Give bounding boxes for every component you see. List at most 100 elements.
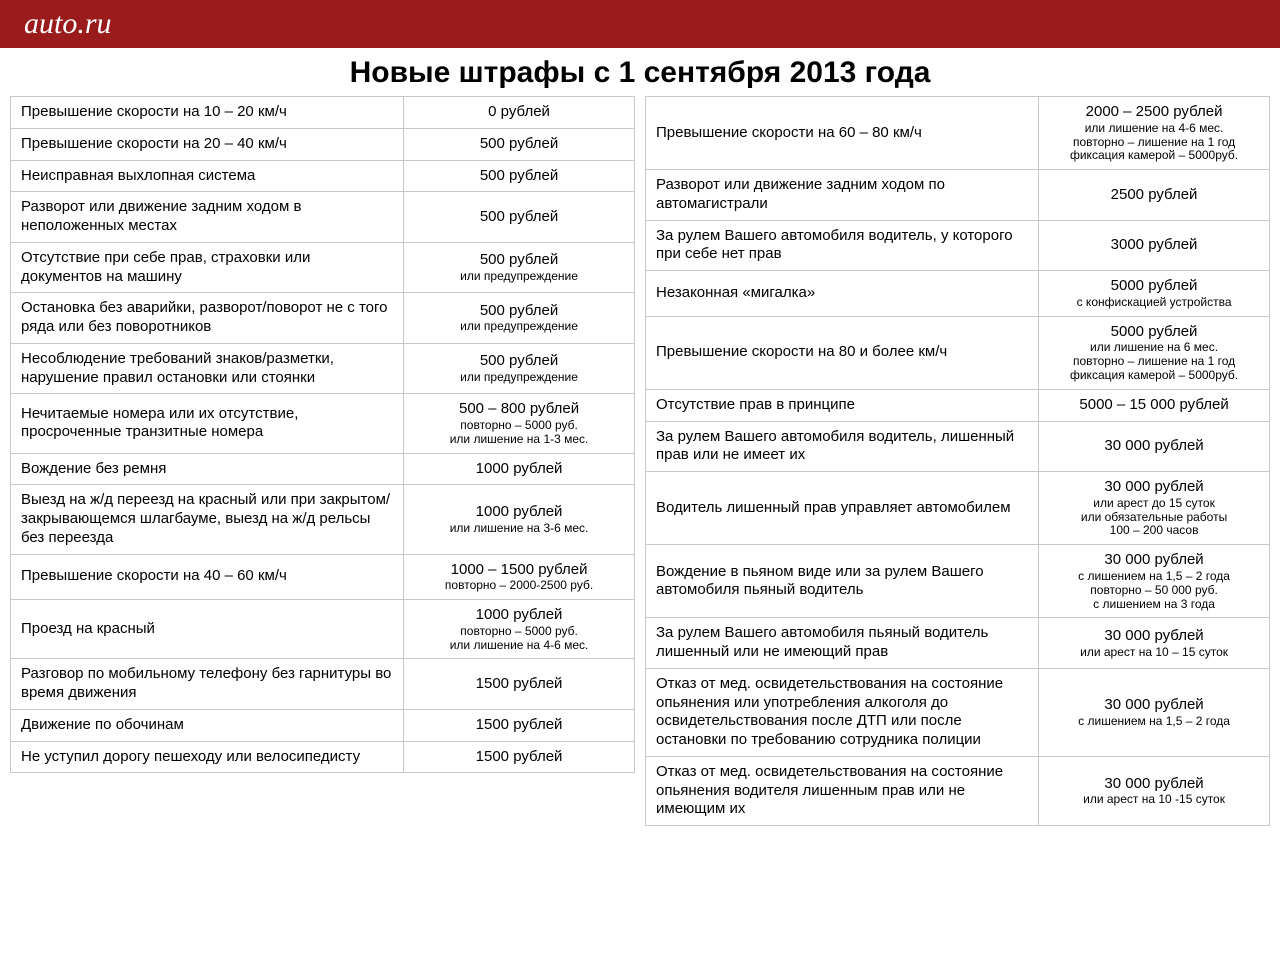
offense-cell: Неисправная выхлопная система	[11, 160, 404, 192]
table-row: Проезд на красный1000 рублейповторно – 5…	[11, 600, 635, 659]
offense-cell: Превышение скорости на 20 – 40 км/ч	[11, 128, 404, 160]
table-row: Вождение в пьяном виде или за рулем Ваше…	[646, 545, 1270, 618]
penalty-cell: 500 рублей	[404, 128, 635, 160]
offense-cell: Движение по обочинам	[11, 709, 404, 741]
penalty-sub: или предупреждение	[414, 270, 624, 284]
header-bar: auto.ru	[0, 0, 1280, 48]
penalty-cell: 500 рублей	[404, 192, 635, 243]
penalty-sub: 100 – 200 часов	[1049, 524, 1259, 538]
penalty-sub: или арест до 15 суток	[1049, 497, 1259, 511]
penalty-cell: 1000 рублейили лишение на 3-6 мес.	[404, 485, 635, 554]
penalty-main: 1000 рублей	[414, 460, 624, 479]
table-row: За рулем Вашего автомобиля пьяный водите…	[646, 618, 1270, 669]
penalty-cell: 2000 – 2500 рублейили лишение на 4-6 мес…	[1039, 97, 1270, 170]
penalty-main: 500 рублей	[414, 208, 624, 227]
penalty-cell: 1000 рублей	[404, 453, 635, 485]
penalty-main: 500 рублей	[414, 251, 624, 270]
left-column: Превышение скорости на 10 – 20 км/ч0 руб…	[10, 96, 635, 826]
table-row: Превышение скорости на 40 – 60 км/ч 1000 …	[11, 554, 635, 600]
penalty-main: 2500 рублей	[1049, 186, 1259, 205]
penalty-cell: 1000 рублейповторно – 5000 руб.или лишен…	[404, 600, 635, 659]
penalty-cell: 500 рублей	[404, 160, 635, 192]
table-row: За рулем Вашего автомобиля водитель, лиш…	[646, 421, 1270, 472]
table-row: Превышение скорости на 80 и более км/ч50…	[646, 316, 1270, 389]
offense-cell: Выезд на ж/д переезд на красный или при …	[11, 485, 404, 554]
offense-cell: За рулем Вашего автомобиля пьяный водите…	[646, 618, 1039, 669]
penalty-cell: 1500 рублей	[404, 741, 635, 773]
penalty-sub: или лишение на 4-6 мес.	[414, 639, 624, 653]
penalty-cell: 500 рублейили предупреждение	[404, 343, 635, 394]
fines-table-left: Превышение скорости на 10 – 20 км/ч0 руб…	[10, 96, 635, 773]
penalty-main: 1500 рублей	[414, 716, 624, 735]
table-row: Нечитаемые номера или их отсутствие, про…	[11, 394, 635, 453]
penalty-cell: 500 – 800 рублейповторно – 5000 руб.или …	[404, 394, 635, 453]
table-row: Выезд на ж/д переезд на красный или при …	[11, 485, 635, 554]
penalty-main: 5000 рублей	[1049, 277, 1259, 296]
penalty-cell: 5000 рублейили лишение на 6 мес.повторно…	[1039, 316, 1270, 389]
penalty-cell: 500 рублейили предупреждение	[404, 293, 635, 344]
penalty-cell: 5000 – 15 000 рублей	[1039, 389, 1270, 421]
penalty-sub: с лишением на 1,5 – 2 года	[1049, 715, 1259, 729]
table-row: Отказ от мед. освидетельствования на сос…	[646, 668, 1270, 756]
table-row: За рулем Вашего автомобиля водитель, у к…	[646, 220, 1270, 271]
offense-cell: Вождение в пьяном виде или за рулем Ваше…	[646, 545, 1039, 618]
table-row: Отказ от мед. освидетельствования на сос…	[646, 756, 1270, 825]
table-row: Несоблюдение требований знаков/разметки,…	[11, 343, 635, 394]
logo: auto.ru	[24, 7, 112, 41]
offense-cell: Превышение скорости на 40 – 60 км/ч	[11, 554, 404, 600]
table-row: Вождение без ремня 1000 рублей	[11, 453, 635, 485]
penalty-sub: или предупреждение	[414, 320, 624, 334]
offense-cell: Разворот или движение задним ходом в неп…	[11, 192, 404, 243]
offense-cell: Вождение без ремня	[11, 453, 404, 485]
table-row: Отсутствие при себе прав, страховки или …	[11, 242, 635, 293]
penalty-cell: 0 рублей	[404, 97, 635, 129]
offense-cell: Превышение скорости на 10 – 20 км/ч	[11, 97, 404, 129]
penalty-sub: или арест на 10 -15 суток	[1049, 793, 1259, 807]
penalty-sub: с лишением на 3 года	[1049, 598, 1259, 612]
penalty-main: 500 рублей	[414, 302, 624, 321]
offense-cell: За рулем Вашего автомобиля водитель, у к…	[646, 220, 1039, 271]
content: Превышение скорости на 10 – 20 км/ч0 руб…	[0, 96, 1280, 826]
penalty-main: 1500 рублей	[414, 675, 624, 694]
penalty-cell: 1500 рублей	[404, 659, 635, 710]
offense-cell: Проезд на красный	[11, 600, 404, 659]
penalty-main: 500 рублей	[414, 135, 624, 154]
penalty-main: 30 000 рублей	[1049, 775, 1259, 794]
penalty-main: 500 рублей	[414, 167, 624, 186]
penalty-sub: повторно – 50 000 руб.	[1049, 584, 1259, 598]
penalty-cell: 30 000 рублейс лишением на 1,5 – 2 годап…	[1039, 545, 1270, 618]
penalty-sub: или лишение на 3-6 мес.	[414, 522, 624, 536]
offense-cell: Превышение скорости на 60 – 80 км/ч	[646, 97, 1039, 170]
penalty-main: 3000 рублей	[1049, 236, 1259, 255]
table-row: Отсутствие прав в принципе5000 – 15 000 …	[646, 389, 1270, 421]
penalty-main: 1000 – 1500 рублей	[414, 561, 624, 580]
penalty-cell: 500 рублейили предупреждение	[404, 242, 635, 293]
penalty-cell: 3000 рублей	[1039, 220, 1270, 271]
table-row: Превышение скорости на 10 – 20 км/ч0 руб…	[11, 97, 635, 129]
penalty-sub: с конфискацией устройства	[1049, 296, 1259, 310]
table-row: Водитель лишенный прав управляет автомоб…	[646, 472, 1270, 545]
table-row: Неисправная выхлопная система 500 рублей	[11, 160, 635, 192]
penalty-sub: повторно – лишение на 1 год	[1049, 136, 1259, 150]
penalty-sub: повторно – 5000 руб.	[414, 419, 624, 433]
penalty-sub: или лишение на 6 мес.	[1049, 341, 1259, 355]
table-row: Движение по обочинам 1500 рублей	[11, 709, 635, 741]
penalty-sub: фиксация камерой – 5000руб.	[1049, 149, 1259, 163]
table-row: Разворот или движение задним ходом по ав…	[646, 170, 1270, 221]
penalty-sub: с лишением на 1,5 – 2 года	[1049, 570, 1259, 584]
penalty-cell: 30 000 рублейили арест до 15 сутокили об…	[1039, 472, 1270, 545]
offense-cell: Водитель лишенный прав управляет автомоб…	[646, 472, 1039, 545]
penalty-cell: 2500 рублей	[1039, 170, 1270, 221]
table-row: Превышение скорости на 20 – 40 км/ч 500 р…	[11, 128, 635, 160]
penalty-sub: фиксация камерой – 5000руб.	[1049, 369, 1259, 383]
penalty-main: 5000 – 15 000 рублей	[1049, 396, 1259, 415]
penalty-main: 500 рублей	[414, 352, 624, 371]
penalty-main: 30 000 рублей	[1049, 696, 1259, 715]
penalty-cell: 30 000 рублейили арест на 10 -15 суток	[1039, 756, 1270, 825]
offense-cell: Отказ от мед. освидетельствования на сос…	[646, 756, 1039, 825]
penalty-main: 30 000 рублей	[1049, 627, 1259, 646]
penalty-main: 5000 рублей	[1049, 323, 1259, 342]
page-title: Новые штрафы с 1 сентября 2013 года	[0, 56, 1280, 90]
penalty-cell: 30 000 рублейили арест на 10 – 15 суток	[1039, 618, 1270, 669]
offense-cell: За рулем Вашего автомобиля водитель, лиш…	[646, 421, 1039, 472]
